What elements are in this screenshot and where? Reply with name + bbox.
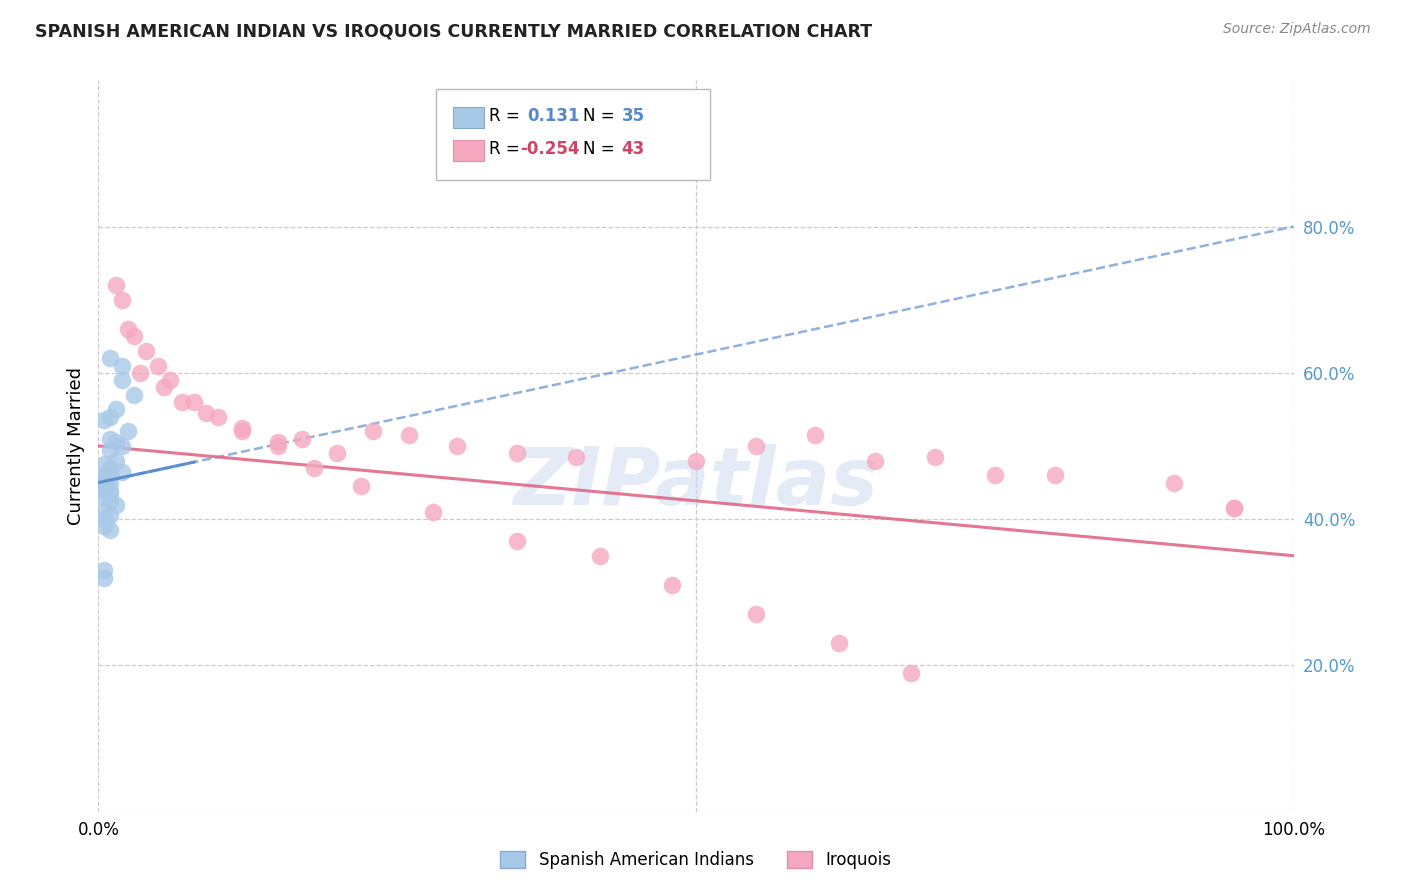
Point — [93, 512, 115, 526]
Legend: Spanish American Indians, Iroquois: Spanish American Indians, Iroquois — [501, 851, 891, 869]
Point — [111, 359, 134, 373]
Point — [267, 435, 290, 450]
Text: 35: 35 — [621, 107, 644, 125]
Point — [98, 409, 122, 424]
Point — [93, 479, 115, 493]
Point — [93, 483, 115, 497]
Point — [589, 549, 612, 563]
Point — [924, 450, 946, 464]
Point — [93, 475, 115, 490]
Point — [828, 636, 851, 650]
Point — [98, 483, 122, 497]
Text: R =: R = — [489, 107, 520, 125]
Text: Source: ZipAtlas.com: Source: ZipAtlas.com — [1223, 22, 1371, 37]
Point — [207, 409, 229, 424]
Point — [231, 421, 253, 435]
Point — [93, 413, 115, 427]
Point — [93, 490, 115, 504]
Point — [350, 479, 373, 493]
Point — [111, 465, 134, 479]
Point — [267, 439, 290, 453]
Point — [506, 534, 529, 549]
Point — [565, 450, 588, 464]
Point — [302, 461, 325, 475]
Point — [135, 343, 157, 358]
Point — [1043, 468, 1066, 483]
Point — [363, 425, 385, 439]
Point — [93, 563, 115, 577]
Point — [745, 439, 768, 453]
Point — [98, 523, 122, 537]
Point — [984, 468, 1007, 483]
Point — [183, 395, 205, 409]
Point — [159, 373, 181, 387]
Point — [98, 486, 122, 500]
Point — [98, 475, 122, 490]
Point — [98, 351, 122, 366]
Point — [93, 472, 115, 486]
Point — [865, 453, 887, 467]
Text: -0.254: -0.254 — [520, 140, 579, 158]
Point — [124, 329, 146, 343]
Point — [291, 432, 314, 446]
Text: N =: N = — [583, 107, 614, 125]
Point — [326, 446, 349, 460]
Point — [98, 494, 122, 508]
Point — [105, 453, 128, 467]
Point — [111, 293, 134, 307]
Point — [117, 425, 139, 439]
Point — [661, 578, 683, 592]
Text: 43: 43 — [621, 140, 645, 158]
Point — [93, 519, 115, 533]
Point — [398, 428, 420, 442]
Point — [98, 442, 122, 457]
Point — [1223, 501, 1246, 516]
Point — [685, 453, 707, 467]
Point — [124, 388, 146, 402]
Text: ZIPatlas: ZIPatlas — [513, 443, 879, 522]
Point — [1163, 475, 1185, 490]
Text: 0.131: 0.131 — [527, 107, 579, 125]
Point — [98, 432, 122, 446]
Point — [111, 439, 134, 453]
Point — [93, 505, 115, 519]
Point — [195, 406, 218, 420]
Point — [117, 322, 139, 336]
Point — [1223, 501, 1246, 516]
Point — [172, 395, 194, 409]
Point — [93, 457, 115, 471]
Text: R =: R = — [489, 140, 520, 158]
Point — [93, 468, 115, 483]
Point — [111, 373, 134, 387]
Point — [804, 428, 827, 442]
Point — [231, 425, 253, 439]
Point — [446, 439, 468, 453]
Point — [98, 508, 122, 523]
Point — [153, 380, 176, 394]
Point — [900, 665, 922, 680]
Y-axis label: Currently Married: Currently Married — [66, 367, 84, 525]
Point — [105, 278, 128, 293]
Text: SPANISH AMERICAN INDIAN VS IROQUOIS CURRENTLY MARRIED CORRELATION CHART: SPANISH AMERICAN INDIAN VS IROQUOIS CURR… — [35, 22, 872, 40]
Point — [506, 446, 529, 460]
Point — [93, 571, 115, 585]
Point — [98, 461, 122, 475]
Point — [98, 468, 122, 483]
Point — [745, 607, 768, 622]
Point — [148, 359, 170, 373]
Point — [129, 366, 152, 380]
Text: N =: N = — [583, 140, 614, 158]
Point — [105, 402, 128, 417]
Point — [422, 505, 444, 519]
Point — [105, 498, 128, 512]
Point — [105, 435, 128, 450]
